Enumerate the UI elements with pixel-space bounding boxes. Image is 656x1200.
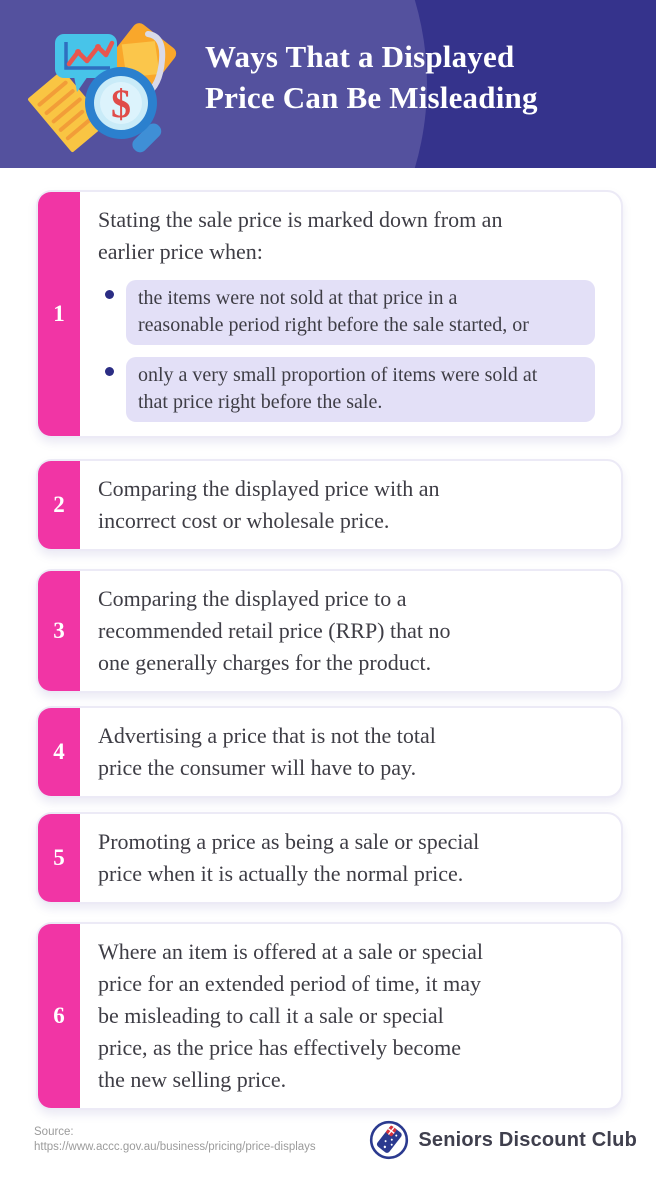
item-body: Where an item is offered at a sale or sp… xyxy=(80,924,621,1108)
item-text: Promoting a price as being a sale or spe… xyxy=(98,829,480,886)
chart-bubble-icon xyxy=(55,34,117,92)
brand-logo: Seniors Discount Club xyxy=(369,1120,637,1160)
item-number-badge: 6 xyxy=(38,924,80,1108)
item-body: Stating the sale price is marked down fr… xyxy=(80,192,621,436)
item-text: Where an item is offered at a sale or sp… xyxy=(98,939,484,1092)
receipt-icon xyxy=(28,70,107,153)
list-item-4: 4 Advertising a price that is not the to… xyxy=(36,706,623,798)
brand-name: Seniors Discount Club xyxy=(418,1128,637,1151)
item-text: Advertising a price that is not the tota… xyxy=(98,723,436,780)
item-number-badge: 4 xyxy=(38,708,80,796)
bullet-dot-icon xyxy=(105,290,114,299)
seniors-discount-club-logo-icon xyxy=(370,1120,409,1160)
list-item-1: 1 Stating the sale price is marked down … xyxy=(36,190,623,438)
item-number-badge: 3 xyxy=(38,571,80,691)
bullet-text: only a very small proportion of items we… xyxy=(126,357,595,422)
item-body: Advertising a price that is not the tota… xyxy=(80,708,621,796)
list-item-3: 3 Comparing the displayed price to a rec… xyxy=(36,569,623,693)
bullet-dot-icon xyxy=(105,367,114,376)
item-body: Comparing the displayed price with an in… xyxy=(80,461,621,549)
item-body: Comparing the displayed price to a recom… xyxy=(80,571,621,691)
list-item-6: 6 Where an item is offered at a sale or … xyxy=(36,922,623,1110)
footer: Source: https://www.accc.gov.au/business… xyxy=(0,1120,656,1160)
list-item-5: 5 Promoting a price as being a sale or s… xyxy=(36,812,623,904)
bullet-text: the items were not sold at that price in… xyxy=(126,280,595,345)
item-text: Comparing the displayed price with an in… xyxy=(98,476,440,533)
bullet-row: only a very small proportion of items we… xyxy=(98,357,595,422)
pricing-analysis-icon: $ xyxy=(28,23,177,153)
item-body: Promoting a price as being a sale or spe… xyxy=(80,814,621,902)
item-number-badge: 5 xyxy=(38,814,80,902)
item-text: Comparing the displayed price to a recom… xyxy=(98,586,451,675)
page-title: Ways That a Displayed Price Can Be Misle… xyxy=(205,39,538,115)
source-label: Source: xyxy=(34,1126,74,1138)
bullet-row: the items were not sold at that price in… xyxy=(98,280,595,345)
list-item-2: 2 Comparing the displayed price with an … xyxy=(36,459,623,551)
magnifier-dollar-icon: $ xyxy=(85,67,162,153)
item-number-badge: 1 xyxy=(38,192,80,436)
svg-text:$: $ xyxy=(111,81,131,126)
item-number-badge: 2 xyxy=(38,461,80,549)
item-text: Stating the sale price is marked down fr… xyxy=(98,207,503,264)
pricing-analysis-illustration: $ xyxy=(24,10,186,163)
card-list: 1 Stating the sale price is marked down … xyxy=(0,168,656,1110)
source-url: https://www.accc.gov.au/business/pricing… xyxy=(34,1141,316,1153)
source-attribution: Source: https://www.accc.gov.au/business… xyxy=(34,1125,316,1155)
header-banner: $ Ways That a Displayed Price Can Be Mis… xyxy=(0,0,656,168)
